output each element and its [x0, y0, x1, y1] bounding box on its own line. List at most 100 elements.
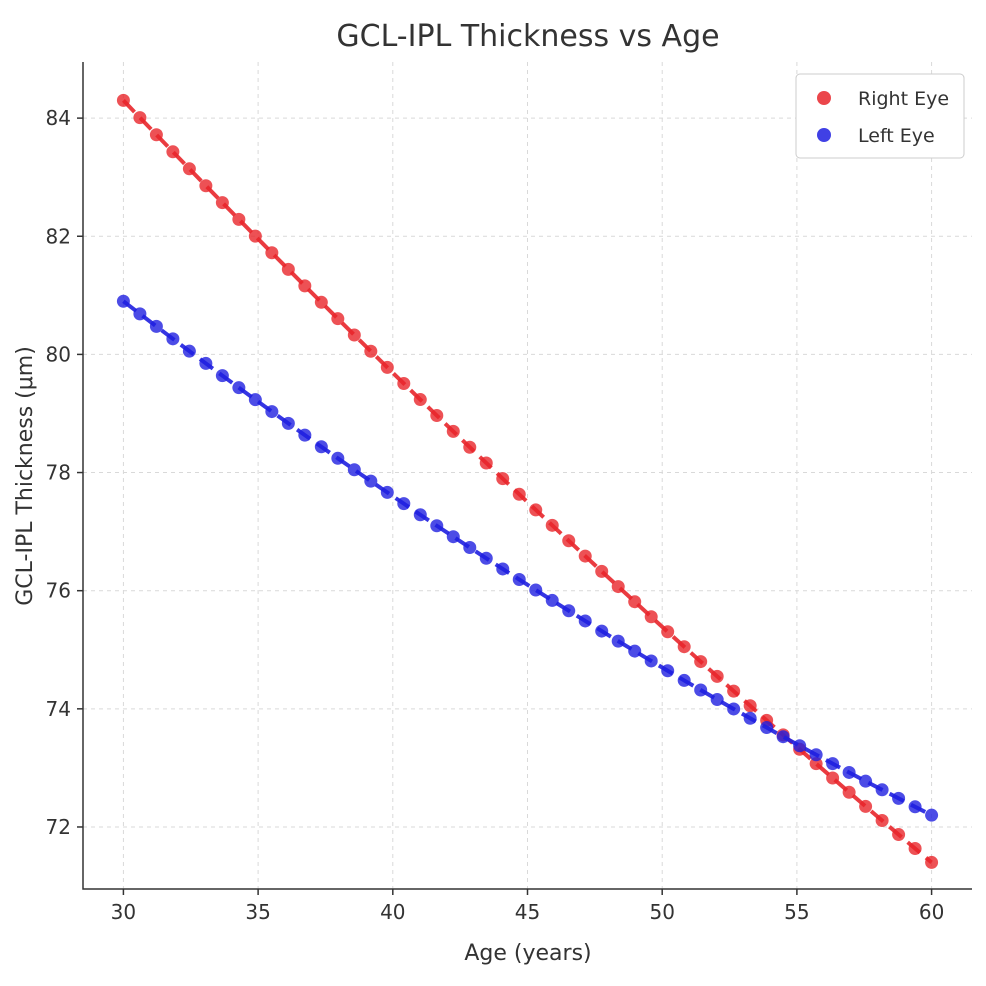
data-point-left-eye [364, 474, 378, 488]
data-point-left-eye [694, 683, 708, 697]
data-point-right-eye [215, 196, 229, 210]
y-tick-label: 76 [46, 579, 71, 603]
data-point-left-eye [925, 808, 939, 822]
data-point-left-eye [826, 757, 840, 771]
data-point-right-eye [694, 655, 708, 669]
data-point-left-eye [463, 541, 477, 555]
data-point-left-eye [397, 497, 411, 511]
data-point-left-eye [430, 519, 444, 533]
data-point-right-eye [380, 360, 394, 374]
data-point-left-eye [760, 721, 774, 735]
data-point-right-eye [529, 503, 543, 517]
data-point-left-eye [512, 573, 526, 587]
data-point-left-eye [859, 774, 873, 788]
data-point-left-eye [628, 644, 642, 658]
data-point-left-eye [496, 562, 510, 576]
series-right-eye [116, 93, 939, 869]
data-point-right-eye [908, 842, 922, 856]
data-point-left-eye [661, 664, 675, 678]
data-point-left-eye [793, 739, 807, 753]
data-point-left-eye [199, 356, 213, 370]
legend: Right Eye Left Eye [795, 73, 965, 159]
data-point-right-eye [545, 518, 559, 532]
data-point-right-eye [710, 669, 724, 683]
data-point-left-eye [380, 485, 394, 499]
data-point-right-eye [644, 610, 658, 624]
data-point-right-eye [925, 855, 939, 869]
data-point-left-eye [314, 440, 328, 454]
data-point-left-eye [562, 604, 576, 618]
y-tick-label: 72 [46, 815, 71, 839]
data-point-right-eye [463, 440, 477, 454]
plot-frame [82, 62, 972, 890]
data-point-right-eye [842, 785, 856, 799]
data-point-right-eye [199, 179, 213, 193]
data-point-right-eye [727, 684, 741, 698]
data-point-left-eye [331, 451, 345, 465]
data-point-left-eye [446, 530, 460, 544]
data-point-right-eye [479, 456, 493, 470]
data-point-left-eye [248, 393, 262, 407]
data-point-right-eye [611, 580, 625, 594]
y-ticks: 72 74 76 78 80 82 84 [46, 106, 83, 839]
data-point-right-eye [446, 424, 460, 438]
data-point-left-eye [232, 381, 246, 395]
data-point-right-eye [182, 162, 196, 176]
data-point-left-eye [611, 634, 625, 648]
x-axis-label: Age (years) [464, 941, 591, 966]
data-point-right-eye [562, 534, 576, 548]
data-point-left-eye [347, 463, 361, 477]
data-point-right-eye [892, 828, 906, 842]
data-point-right-eye [298, 279, 312, 293]
y-tick-label: 78 [46, 461, 71, 485]
data-point-right-eye [232, 212, 246, 226]
data-point-left-eye [149, 319, 163, 333]
data-point-right-eye [430, 409, 444, 423]
data-point-left-eye [545, 593, 559, 607]
data-point-left-eye [298, 428, 312, 442]
data-point-right-eye [397, 377, 411, 391]
data-point-right-eye [595, 564, 609, 578]
data-point-right-eye [875, 814, 889, 828]
x-tick-label: 40 [380, 900, 405, 924]
data-point-left-eye [644, 654, 658, 668]
data-point-right-eye [248, 229, 262, 243]
data-point-right-eye [331, 312, 345, 326]
data-point-left-eye [842, 765, 856, 779]
x-tick-label: 60 [919, 900, 944, 924]
data-point-left-eye [413, 508, 427, 522]
legend-marker-right-eye [817, 91, 831, 105]
data-point-right-eye [496, 472, 510, 486]
chart-title: GCL-IPL Thickness vs Age [336, 19, 719, 54]
legend-label-right-eye: Right Eye [858, 88, 949, 110]
legend-label-left-eye: Left Eye [858, 125, 935, 147]
data-point-right-eye [826, 771, 840, 785]
y-tick-label: 80 [46, 342, 71, 366]
data-point-left-eye [743, 711, 757, 725]
data-point-right-eye [809, 757, 823, 771]
data-point-right-eye [116, 93, 130, 107]
data-point-right-eye [347, 328, 361, 342]
data-point-left-eye [166, 332, 180, 346]
data-point-left-eye [529, 583, 543, 597]
x-tick-label: 30 [111, 900, 136, 924]
y-tick-label: 84 [46, 106, 71, 130]
x-tick-label: 50 [649, 900, 674, 924]
data-point-left-eye [595, 624, 609, 638]
legend-marker-left-eye [817, 128, 831, 142]
legend-box [795, 73, 965, 159]
data-point-right-eye [149, 128, 163, 142]
data-point-left-eye [182, 344, 196, 358]
y-tick-label: 82 [46, 224, 71, 248]
data-point-right-eye [677, 640, 691, 654]
data-point-right-eye [512, 487, 526, 501]
data-point-left-eye [265, 405, 279, 419]
data-point-right-eye [314, 295, 328, 309]
data-point-right-eye [364, 344, 378, 358]
data-point-right-eye [281, 262, 295, 276]
data-point-left-eye [116, 294, 130, 308]
series-layer [116, 93, 939, 869]
data-point-left-eye [809, 748, 823, 762]
data-point-left-eye [133, 307, 147, 321]
